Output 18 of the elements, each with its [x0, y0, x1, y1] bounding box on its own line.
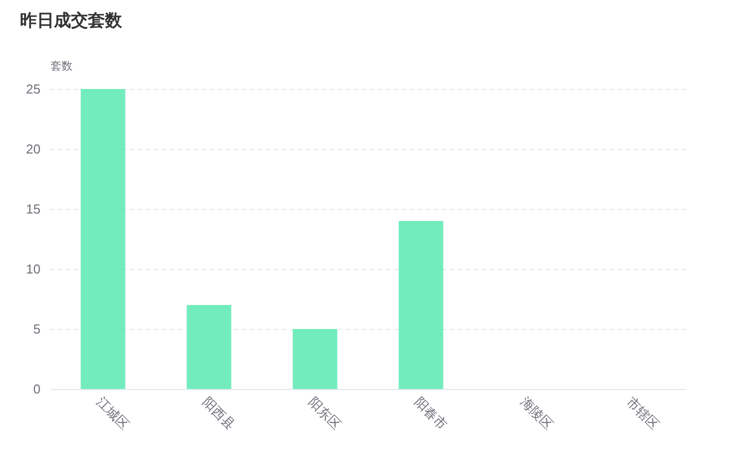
bar [80, 89, 126, 389]
y-tick-label: 15 [26, 202, 40, 216]
bar [398, 221, 444, 389]
y-tick-label: 25 [26, 82, 40, 96]
y-tick-label: 20 [26, 142, 40, 156]
x-tick-label: 阳春市 [412, 394, 450, 432]
x-tick-label: 海陵区 [518, 394, 556, 432]
bar [292, 329, 338, 389]
y-tick-label: 0 [33, 382, 40, 396]
x-tick-label: 阳东区 [306, 394, 344, 432]
x-tick-label: 市辖区 [624, 394, 662, 432]
x-tick-label: 阳西县 [200, 394, 238, 432]
y-tick-label: 5 [33, 322, 40, 336]
x-tick-label: 江城区 [94, 394, 132, 432]
y-tick-label: 10 [26, 262, 40, 276]
chart-title: 昨日成交套数 [20, 11, 123, 30]
y-axis-title: 套数 [50, 60, 72, 72]
bar [186, 305, 232, 389]
